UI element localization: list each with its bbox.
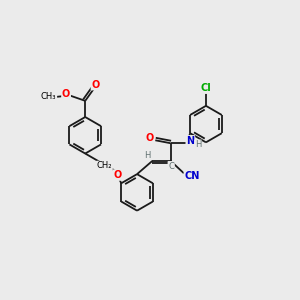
Text: O: O <box>92 80 100 90</box>
Text: N: N <box>186 136 194 146</box>
Text: O: O <box>114 170 122 180</box>
Text: O: O <box>62 89 70 99</box>
Text: Cl: Cl <box>201 83 211 93</box>
Text: CH₂: CH₂ <box>97 161 112 170</box>
Text: H: H <box>144 151 151 160</box>
Text: O: O <box>146 133 154 143</box>
Text: C: C <box>168 162 174 171</box>
Text: CH₃: CH₃ <box>41 92 56 101</box>
Text: CN: CN <box>184 171 200 181</box>
Text: H: H <box>195 140 201 149</box>
